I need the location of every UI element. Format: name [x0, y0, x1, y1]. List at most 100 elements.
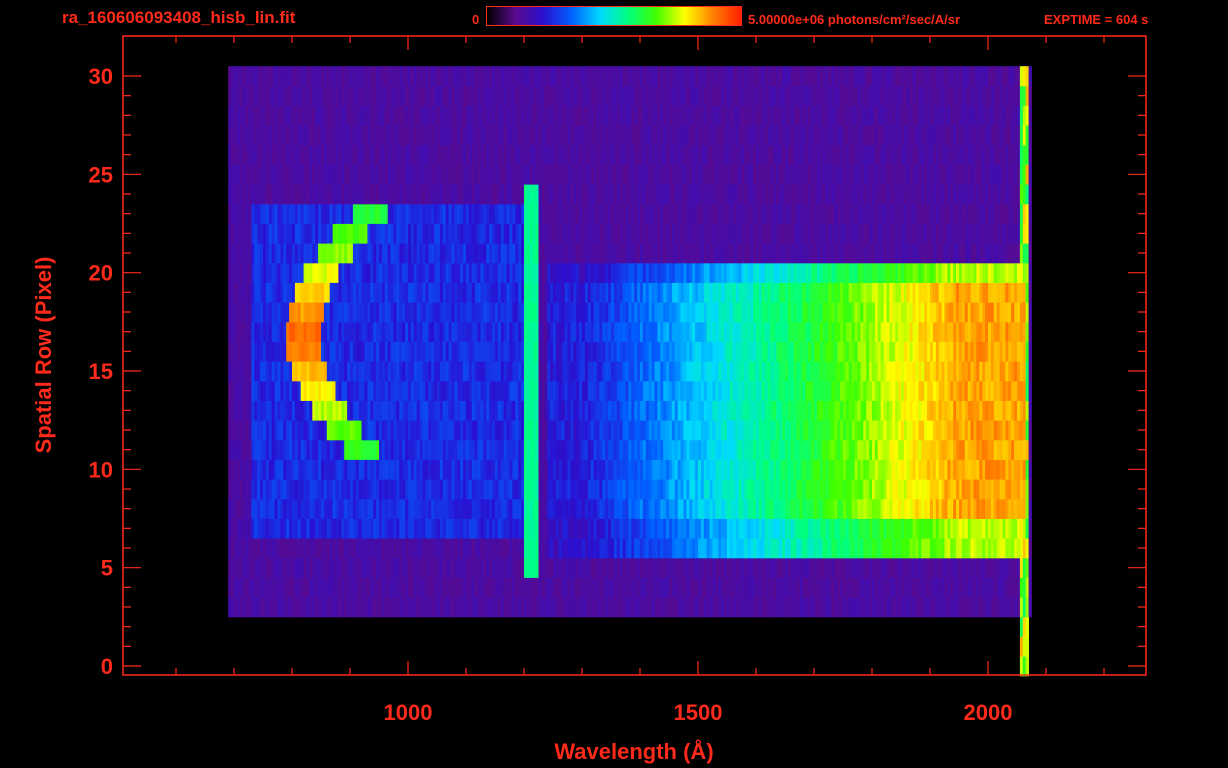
heatmap-cell: [744, 341, 748, 362]
heatmap-cell: [364, 597, 368, 618]
heatmap-cell: [921, 597, 925, 618]
heatmap-cell: [764, 282, 768, 303]
heatmap-cell: [347, 597, 351, 618]
heatmap-cell: [982, 420, 986, 441]
heatmap-cell: [964, 498, 969, 519]
heatmap-cell: [518, 518, 522, 539]
heatmap-cell: [756, 498, 760, 519]
heatmap-cell: [602, 459, 606, 480]
heatmap-cell: [1019, 597, 1024, 618]
heatmap-cell: [422, 479, 426, 500]
heatmap-cell: [941, 518, 945, 539]
heatmap-cell: [558, 302, 563, 323]
heatmap-cell: [712, 538, 716, 559]
heatmap-cell: [486, 479, 490, 500]
heatmap-cell: [550, 518, 554, 539]
heatmap-cell: [303, 459, 307, 480]
heatmap-cell: [753, 597, 757, 618]
heatmap-cell: [666, 321, 670, 342]
heatmap-cell: [874, 420, 879, 441]
heatmap-cell: [439, 262, 444, 283]
heatmap-cell: [837, 420, 841, 441]
heatmap-cell: [564, 597, 568, 618]
heatmap-cell: [541, 400, 545, 421]
heatmap-cell: [622, 479, 626, 500]
heatmap-cell: [303, 498, 307, 519]
heatmap-cell: [413, 459, 418, 480]
heatmap-cell: [698, 262, 702, 283]
heatmap-cell: [590, 538, 594, 559]
heatmap-cell: [332, 518, 336, 539]
heatmap-cell: [245, 282, 249, 303]
heatmap-cell: [959, 498, 963, 519]
heatmap-cell: [468, 282, 473, 303]
heatmap-cell: [593, 302, 597, 323]
heatmap-cell: [761, 302, 766, 323]
heatmap-cell: [874, 282, 879, 303]
heatmap-cell: [602, 262, 606, 283]
heatmap-cell: [782, 400, 786, 421]
heatmap-cell: [895, 341, 899, 362]
heatmap-cell: [845, 380, 850, 401]
heatmap-cell: [283, 302, 287, 323]
heatmap-cell: [619, 439, 623, 460]
heatmap-cell: [405, 498, 409, 519]
heatmap-cell: [234, 400, 238, 421]
heatmap-cell: [671, 361, 676, 382]
heatmap-cell: [634, 400, 638, 421]
heatmap-cell: [257, 577, 261, 598]
heatmap-cell: [921, 557, 925, 578]
heatmap-cell: [706, 518, 710, 539]
heatmap-cell: [515, 597, 519, 618]
heatmap-cell: [231, 538, 235, 559]
heatmap-cell: [486, 498, 490, 519]
heatmap-cell: [468, 479, 473, 500]
heatmap-cell: [686, 361, 690, 382]
heatmap-cell: [988, 321, 992, 342]
heatmap-cell: [866, 498, 870, 519]
heatmap-cell: [399, 557, 403, 578]
heatmap-cell: [816, 597, 821, 618]
heatmap-cell: [254, 282, 258, 303]
heatmap-cell: [764, 361, 768, 382]
heatmap-cell: [961, 538, 966, 559]
heatmap-cell: [747, 321, 751, 342]
heatmap-cell: [318, 439, 322, 460]
heatmap-cell: [390, 498, 394, 519]
heatmap-cell: [625, 538, 629, 559]
heatmap-cell: [512, 538, 516, 559]
heatmap-cell: [1005, 577, 1009, 598]
heatmap-cell: [848, 439, 853, 460]
heatmap-cell: [695, 361, 699, 382]
heatmap-cell: [802, 400, 806, 421]
heatmap-cell: [761, 557, 766, 578]
heatmap-cell: [347, 302, 351, 323]
heatmap-cell: [970, 439, 974, 460]
heatmap-cell: [930, 577, 934, 598]
heatmap-cell: [445, 439, 449, 460]
heatmap-cell: [973, 538, 977, 559]
heatmap-cell: [239, 341, 244, 362]
heatmap-cell: [756, 538, 760, 559]
heatmap-cell: [927, 302, 931, 323]
heatmap-cell: [872, 518, 876, 539]
heatmap-cell: [599, 282, 603, 303]
heatmap-cell: [611, 262, 615, 283]
heatmap-cell: [323, 400, 328, 421]
heatmap-cell: [292, 557, 296, 578]
heatmap-cell: [645, 400, 650, 421]
heatmap-cell: [390, 439, 394, 460]
heatmap-cell: [909, 420, 913, 441]
heatmap-cell: [500, 459, 505, 480]
heatmap-cell: [434, 321, 438, 342]
heatmap-cell: [1011, 538, 1015, 559]
heatmap-cell: [326, 577, 331, 598]
heatmap-cell: [822, 459, 826, 480]
heatmap-cell: [254, 302, 258, 323]
heatmap-cell: [535, 479, 539, 500]
heatmap-cell: [930, 538, 934, 559]
heatmap-cell: [903, 302, 908, 323]
heatmap-cell: [660, 439, 664, 460]
heatmap-cell: [715, 459, 719, 480]
heatmap-cell: [352, 498, 357, 519]
